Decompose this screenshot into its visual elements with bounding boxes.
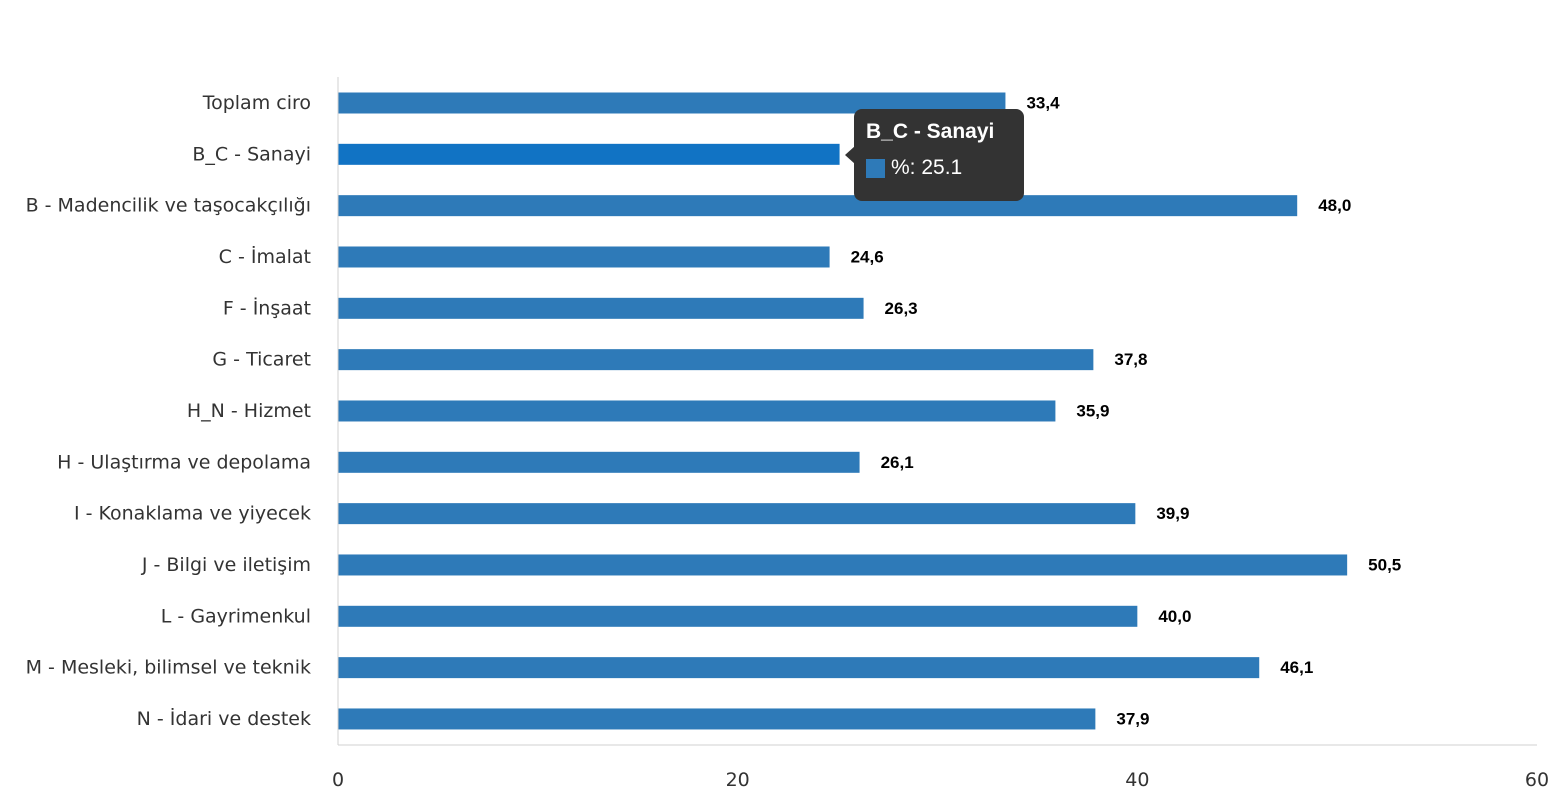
category-label: B - Madencilik ve taşocakçılığı <box>26 195 311 217</box>
data-label: 35,9 <box>1076 401 1109 420</box>
x-tick-label: 0 <box>332 769 344 791</box>
tooltip: B_C - Sanayi %: 25.1 <box>854 109 1024 201</box>
tooltip-value: %: 25.1 <box>891 156 963 179</box>
data-label: 39,9 <box>1156 504 1189 523</box>
data-label: 37,9 <box>1116 709 1149 728</box>
data-label: 26,3 <box>885 299 918 318</box>
bar[interactable] <box>338 503 1136 525</box>
category-label: L - Gayrimenkul <box>161 605 311 627</box>
data-label: 26,1 <box>881 453 914 472</box>
data-label: 46,1 <box>1280 658 1313 677</box>
bar[interactable] <box>338 92 1006 114</box>
x-tick-label: 20 <box>726 769 750 791</box>
data-label: 24,6 <box>851 247 884 266</box>
data-label: 33,4 <box>1026 94 1060 113</box>
bars-group <box>338 92 1348 730</box>
bar[interactable] <box>338 143 840 165</box>
x-tick-label: 60 <box>1525 769 1549 791</box>
category-label: G - Ticaret <box>212 349 311 371</box>
bar[interactable] <box>338 657 1260 679</box>
bar[interactable] <box>338 708 1096 730</box>
tooltip-row: %: 25.1 <box>866 156 1012 180</box>
category-label: B_C - Sanayi <box>192 143 311 165</box>
data-labels: 33,425,148,024,626,337,835,926,139,950,5… <box>851 94 1402 729</box>
category-label: M - Mesleki, bilimsel ve teknik <box>26 657 311 679</box>
category-labels: Toplam ciro B_C - Sanayi B - Madencilik ve… <box>26 92 311 730</box>
data-label: 37,8 <box>1114 350 1147 369</box>
category-label: C - İmalat <box>219 245 311 268</box>
data-label: 50,5 <box>1368 555 1401 574</box>
bar[interactable] <box>338 297 864 319</box>
bar[interactable] <box>338 554 1348 576</box>
category-label: Toplam ciro <box>202 92 311 114</box>
category-label: F - İnşaat <box>223 296 311 319</box>
x-tick-label: 40 <box>1125 769 1149 791</box>
bar[interactable] <box>338 451 860 473</box>
bar[interactable] <box>338 349 1094 371</box>
data-label: 48,0 <box>1318 196 1351 215</box>
category-label: J - Bilgi ve iletişim <box>141 554 311 576</box>
bar[interactable] <box>338 195 1298 217</box>
category-label: H - Ulaştırma ve depolama <box>57 451 311 473</box>
x-axis-ticks: 0 20 40 60 <box>332 769 1549 791</box>
tooltip-arrow <box>845 146 855 164</box>
data-label: 40,0 <box>1158 607 1191 626</box>
bar[interactable] <box>338 246 830 268</box>
category-label: N - İdari ve destek <box>137 707 311 730</box>
bar[interactable] <box>338 605 1138 627</box>
bar[interactable] <box>338 400 1056 422</box>
tooltip-swatch <box>866 158 885 178</box>
tooltip-title: B_C - Sanayi <box>866 120 995 143</box>
category-label: H_N - Hizmet <box>187 400 311 422</box>
category-label: I - Konaklama ve yiyecek <box>74 503 311 525</box>
